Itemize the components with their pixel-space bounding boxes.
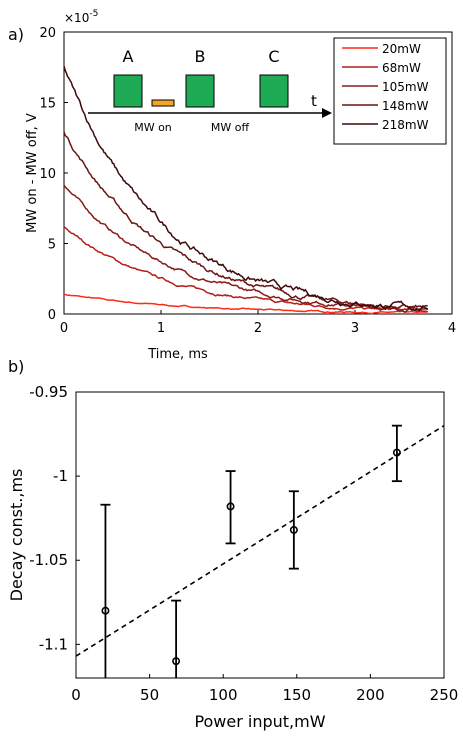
legend-entry: 218mW (382, 118, 429, 132)
panel-b-x-tick-label: 50 (140, 686, 159, 704)
series-line-218mW (63, 66, 429, 312)
panel-b-y-label: Decay const.,ms (7, 469, 26, 602)
pulse-box-b (185, 74, 215, 108)
panel-b-y-tick-label: -1 (53, 467, 68, 485)
panel-a-y-label: MW on - MW off, V (25, 113, 40, 233)
series-line-68mW (63, 226, 428, 313)
legend: 20mW 68mW 105mW 148mW 218mW (333, 37, 447, 145)
mw-pulse (151, 99, 175, 107)
panel-a-y-tick-label: 0 (48, 308, 56, 323)
panel-a-y-tick-label: 5 (48, 238, 56, 253)
panel-b-x-tick-label: 100 (209, 686, 238, 704)
box-label-b: B (195, 47, 206, 66)
panel-a-y-tick-label: 20 (39, 26, 56, 41)
mw-off-label: MW off (211, 121, 250, 134)
time-axis-arrow (322, 108, 332, 118)
data-point (226, 502, 235, 511)
panel-a-x-tick-label: 1 (157, 321, 165, 336)
panel-b-x-tick-label: 200 (356, 686, 385, 704)
box-label-c: C (268, 47, 279, 66)
panel-a-ticks: 0 1 2 3 4 0 5 10 15 20 (39, 26, 456, 336)
panel-a-x-tick-label: 0 (60, 321, 68, 336)
series-line-105mW (63, 184, 429, 314)
panel-a-label: a) (8, 25, 24, 44)
panel-a-x-tick-label: 2 (254, 321, 262, 336)
panel-a-y-tick-label: 10 (39, 167, 56, 182)
legend-entry: 148mW (382, 99, 429, 113)
panel-a-y-tick-label: 15 (39, 97, 56, 112)
data-point (392, 448, 401, 457)
legend-box (333, 37, 447, 145)
series-line-148mW (63, 131, 428, 310)
panel-b-y-tick-label: -1.05 (29, 551, 68, 569)
pulse-box-c (259, 74, 289, 108)
panel-a-y-exponent: ×10-5 (64, 9, 98, 25)
panel-b-y-tick-label: -0.95 (29, 383, 68, 401)
mw-on-label: MW on (134, 121, 172, 134)
data-point (101, 606, 110, 615)
panel-b: b) 0 50 100 150 200 250 -0.95 -1 -1.05 -1.1 Power… (7, 357, 458, 731)
data-point (172, 657, 181, 666)
panel-b-axes-frame (75, 391, 445, 679)
fit-line (75, 424, 445, 657)
panel-a-series (63, 66, 429, 315)
panel-b-label: b) (8, 357, 24, 376)
series-line-20mW (63, 293, 428, 315)
pulse-sequence-inset: A B C t MW on MW off (88, 47, 332, 134)
panel-b-x-tick-label: 250 (430, 686, 459, 704)
panel-a-x-tick-label: 4 (448, 321, 456, 336)
time-axis-label: t (311, 92, 317, 110)
panel-b-ticks: 0 50 100 150 200 250 -0.95 -1 -1.05 -1.1 (29, 383, 458, 704)
legend-entry: 20mW (382, 42, 421, 56)
panel-b-y-tick-label: -1.1 (39, 635, 68, 653)
legend-entry: 105mW (382, 80, 429, 94)
panel-b-x-label: Power input,mW (194, 712, 325, 731)
data-point (289, 525, 298, 534)
box-label-a: A (123, 47, 134, 66)
panel-b-x-tick-label: 150 (282, 686, 311, 704)
panel-b-x-tick-label: 0 (71, 686, 81, 704)
panel-a-x-label: Time, ms (147, 347, 208, 362)
legend-entry: 68mW (382, 61, 421, 75)
panel-b-data (75, 424, 445, 678)
panel-a-x-tick-label: 3 (351, 321, 359, 336)
panel-a: a) ×10-5 0 1 2 3 4 0 5 10 15 20 A B C t MW on MW … (8, 9, 456, 362)
pulse-box-a (113, 74, 143, 108)
